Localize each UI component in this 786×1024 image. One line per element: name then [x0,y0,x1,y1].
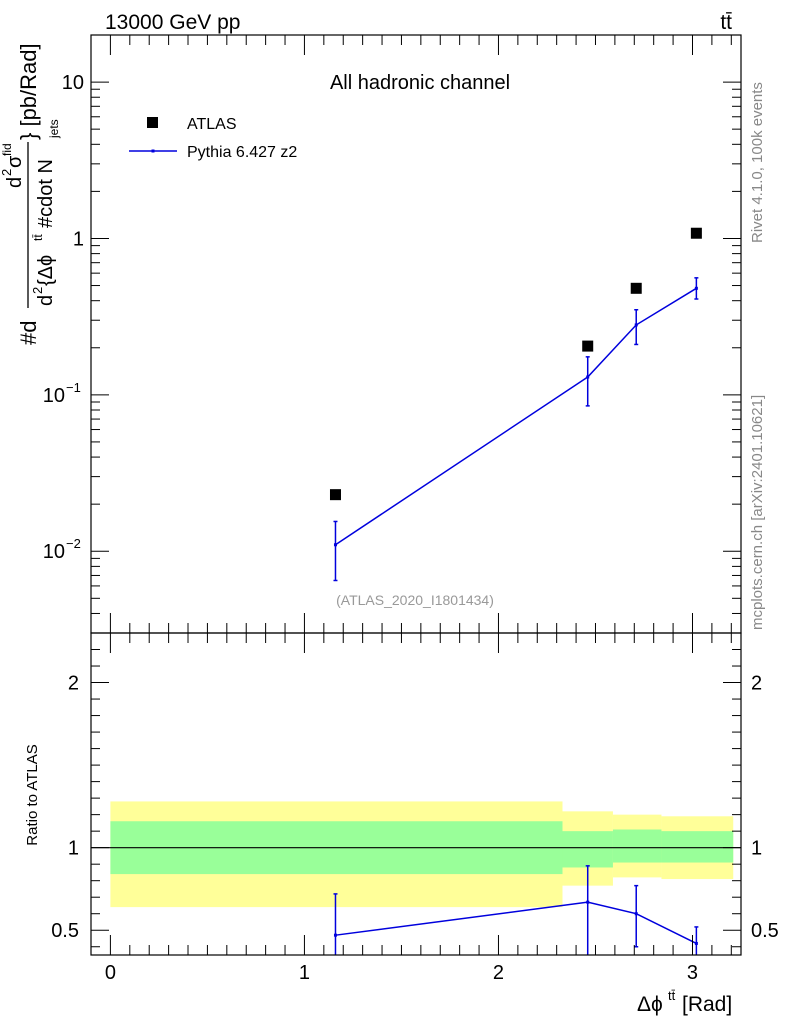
atlas-data-point [690,227,702,239]
main-y-tick-label: 1 [73,228,84,250]
ratio-band-inner [612,829,662,863]
ylabel-part-j: tt̄ [31,234,45,241]
ratio-point [586,900,590,904]
x-tick-label: 3 [687,962,698,984]
ylabel-part-a: #d [16,321,41,345]
main-y-tick-label: 10 [43,385,65,407]
x-axis-label: Δϕ tt̄ [Rad] [637,988,732,1016]
x-tick-label: 2 [493,962,504,984]
ratio-y-tick-label-left: 0.5 [51,920,79,942]
main-y-axis-label: #d d 2 σ fid } [pb/Rad] d 2 {Δϕ tt̄ #cdo… [0,43,61,345]
ylabel-part-c: 2 [0,169,14,176]
main-y-tick-label-exponent: −1 [66,380,81,395]
ratio-y-tick-label-left: 1 [68,838,79,860]
x-tick-label: 1 [299,962,310,984]
ylabel-part-d: σ [4,155,26,168]
ratio-y-tick-label-left: 2 [68,673,79,695]
ratio-series-line [335,901,697,945]
ylabel-part-i: {Δϕ [35,255,57,286]
atlas-data-point [630,282,642,294]
ylabel-part-h: 2 [30,287,45,294]
ratio-band-inner [562,831,613,868]
mc-point [634,323,638,327]
legend-atlas-marker [147,117,158,128]
mcplots-reference-label: mcplots.cern.ch [arXiv:2401.10621] [749,395,766,630]
legend-mc-marker [151,149,155,153]
ratio-y-axis-label: Ratio to ATLAS [24,744,41,845]
ratio-panel: 0.5 0.5 1 1 2 2 0 1 2 3 Ratio to ATLAS Δϕ tt̄ [Ra… [24,632,779,1016]
ratio-frame [90,632,742,956]
main-y-tick-label: 10 [43,541,65,563]
ylabel-part-b: d [4,177,26,188]
mc-series-line [335,287,697,546]
ylabel-part-l: jets [47,119,61,139]
mc-point [586,375,590,379]
ylabel-part-e: fid [0,143,14,156]
energy-label: 13000 GeV pp [105,11,240,34]
rivet-version-label: Rivet 4.1.0, 100k events [749,82,766,243]
legend-mc-label: Pythia 6.427 z2 [187,144,297,161]
xlabel-part-b: tt̄ [668,988,676,1003]
main-y-tick-label: 10 [62,72,84,94]
atlas-data-point [329,489,341,501]
xlabel-part-c: [Rad] [682,993,732,1016]
ylabel-part-g: d [35,295,57,306]
x-tick-label: 0 [105,962,116,984]
ratio-band-inner [661,831,734,863]
legend-atlas-label: ATLAS [187,116,237,133]
ylabel-part-k: #cdot N [35,159,57,228]
ylabel-part-f: } [pb/Rad] [16,43,41,140]
ratio-y-tick-label-right: 0.5 [751,920,779,942]
main-y-tick-label-exponent: −2 [66,536,81,551]
ratio-y-tick-label-right: 2 [751,673,762,695]
ratio-point [634,912,638,916]
ratio-point [333,933,337,937]
atlas-data-point [582,340,594,352]
process-label: tt̄ [720,11,732,34]
mc-point [694,286,698,290]
mc-point [333,543,337,547]
channel-label: All hadronic channel [330,72,510,94]
legend: ATLAS Pythia 6.427 z2 [129,116,297,161]
ratio-point [694,941,698,945]
ratio-y-tick-label-right: 1 [751,838,762,860]
analysis-id-label: (ATLAS_2020_I1801434) [336,592,494,608]
xlabel-part-a: Δϕ [637,993,663,1016]
